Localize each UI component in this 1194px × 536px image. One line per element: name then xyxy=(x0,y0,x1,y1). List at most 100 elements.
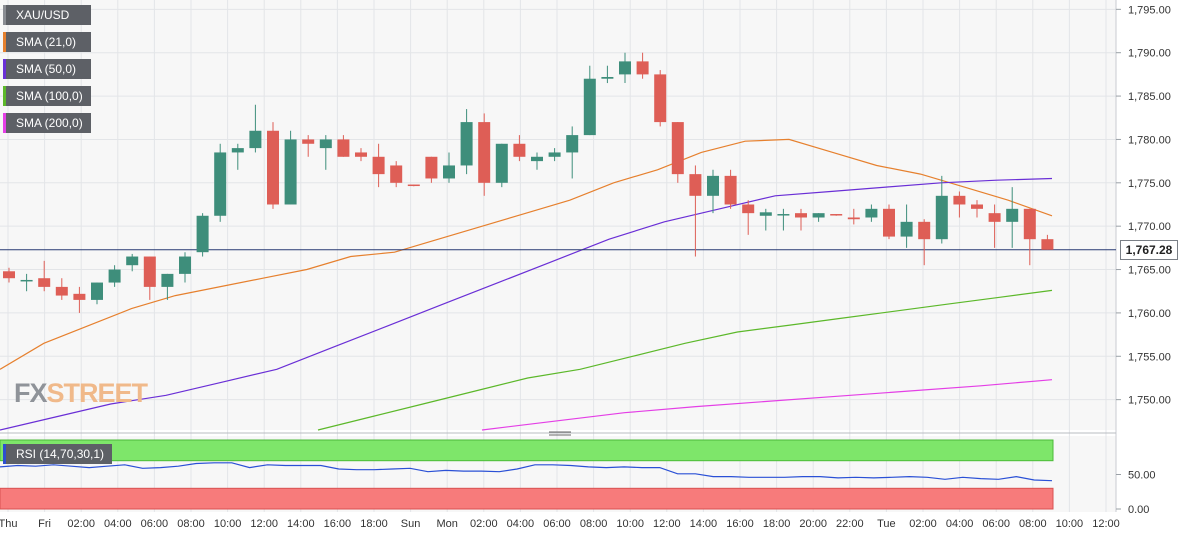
rsi-line xyxy=(0,462,1053,482)
time-tick-label: 08:00 xyxy=(177,518,205,530)
candle xyxy=(495,143,508,188)
candle xyxy=(161,273,174,300)
fxstreet-watermark: FXSTREET xyxy=(14,378,149,409)
candle xyxy=(1023,208,1036,266)
candle xyxy=(865,204,878,222)
time-tick-label: 14:00 xyxy=(287,518,315,530)
candle xyxy=(1041,234,1054,250)
candle xyxy=(460,109,473,175)
candle xyxy=(795,208,807,231)
time-tick-label: Sun xyxy=(401,518,421,530)
legend-rsi[interactable]: RSI (14,70,30,1) xyxy=(3,444,113,464)
sma-50-line xyxy=(0,177,1053,431)
grid-lines xyxy=(0,0,1116,512)
time-tick-label: 10:00 xyxy=(616,518,644,530)
candle xyxy=(108,265,121,287)
legend-symbol-label: XAU/USD xyxy=(16,8,70,22)
candle xyxy=(636,52,649,79)
candle xyxy=(548,148,561,162)
legend-sma-50[interactable]: SMA (50,0) xyxy=(3,59,91,79)
rsi-tick-label: 50.00 xyxy=(1128,470,1156,482)
rsi-oversold-zone xyxy=(0,487,1054,510)
time-tick-label: 06:00 xyxy=(543,518,571,530)
legend-sma-21-label: SMA (21,0) xyxy=(16,35,77,49)
rsi-axis: 50.00 0.00 xyxy=(1116,470,1156,516)
candle xyxy=(935,175,948,244)
candle xyxy=(742,200,755,235)
candle xyxy=(179,252,191,283)
sma-21-line xyxy=(0,138,1053,370)
candle xyxy=(759,208,772,231)
time-tick-label: 04:00 xyxy=(104,518,132,530)
legend-swatch xyxy=(3,86,6,106)
time-tick-label: 20:00 xyxy=(799,518,827,530)
time-tick-label: 12:00 xyxy=(653,518,681,530)
time-tick-label: Mon xyxy=(436,518,457,530)
rsi-tick-label: 0.00 xyxy=(1128,504,1149,516)
time-axis: Thu Fri 02:00 04:00 06:00 08:00 10:00 12:00 14:0… xyxy=(0,518,1120,530)
candle xyxy=(724,169,737,209)
time-tick-label: 08:00 xyxy=(580,518,608,530)
legend-sma-200[interactable]: SMA (200,0) xyxy=(3,113,91,133)
price-tick-label: 1,760.00 xyxy=(1128,308,1171,320)
candle xyxy=(812,213,825,222)
candle xyxy=(847,208,860,225)
candle xyxy=(583,65,596,136)
price-tick-label: 1,780.00 xyxy=(1128,134,1171,146)
sma-lines xyxy=(0,138,1053,431)
candle xyxy=(918,219,931,266)
candle xyxy=(231,143,244,170)
candle xyxy=(390,161,403,188)
time-tick-label: 04:00 xyxy=(946,518,974,530)
candle xyxy=(513,135,526,162)
price-tick-label: 1,750.00 xyxy=(1128,395,1171,407)
legend-rsi-label: RSI (14,70,30,1) xyxy=(16,447,105,461)
time-tick-label: Fri xyxy=(38,518,51,530)
candle xyxy=(671,122,684,183)
last-price-tag: 1,767.28 xyxy=(1120,240,1178,260)
candle xyxy=(478,113,491,196)
candle xyxy=(654,70,667,127)
candle xyxy=(55,278,68,300)
candle xyxy=(883,204,895,240)
price-plot-background xyxy=(0,0,1116,430)
candle xyxy=(38,260,51,292)
candle xyxy=(566,126,579,179)
time-tick-label: 16:00 xyxy=(324,518,352,530)
candle xyxy=(988,204,1001,248)
pane-resize-handle[interactable] xyxy=(549,431,571,436)
price-axis: 1,795.00 1,790.00 1,785.00 1,780.00 1,775.00… xyxy=(1116,4,1171,407)
candle xyxy=(777,208,790,231)
legend-sma-100[interactable]: SMA (100,0) xyxy=(3,86,91,106)
candle xyxy=(830,214,843,216)
legend-sma-21[interactable]: SMA (21,0) xyxy=(3,32,91,52)
candle xyxy=(1006,187,1019,248)
candle xyxy=(20,273,33,292)
candle xyxy=(319,135,332,170)
candle xyxy=(73,286,86,313)
time-tick-label: Thu xyxy=(0,518,17,530)
time-tick-label: 02:00 xyxy=(470,518,498,530)
chart-legend: XAU/USD SMA (21,0) SMA (50,0) SMA (100,0… xyxy=(3,5,91,140)
candles xyxy=(3,52,1054,313)
candle xyxy=(355,148,367,162)
candle xyxy=(531,152,543,170)
time-tick-label: 22:00 xyxy=(836,518,864,530)
candle xyxy=(249,104,262,153)
price-tick-label: 1,785.00 xyxy=(1128,91,1171,103)
watermark-street: STREET xyxy=(46,378,149,408)
legend-symbol[interactable]: XAU/USD xyxy=(3,5,91,25)
time-tick-label: 10:00 xyxy=(214,518,242,530)
candle xyxy=(372,143,385,188)
time-tick-label: 06:00 xyxy=(982,518,1010,530)
candle xyxy=(267,122,279,209)
candle xyxy=(196,213,209,257)
legend-swatch xyxy=(3,32,6,52)
candle xyxy=(214,143,227,222)
legend-sma-100-label: SMA (100,0) xyxy=(16,89,83,103)
time-tick-label: 12:00 xyxy=(1092,518,1120,530)
candle xyxy=(619,52,631,84)
time-tick-label: 10:00 xyxy=(1056,518,1084,530)
candle xyxy=(425,156,438,183)
